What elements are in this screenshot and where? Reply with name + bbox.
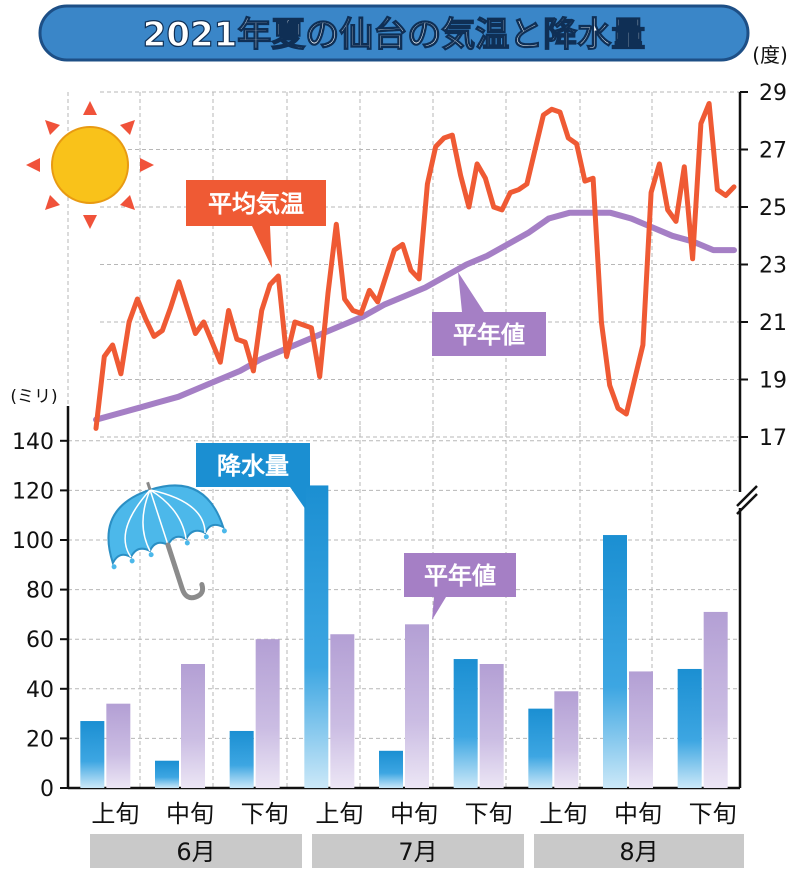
normal-precipitation-callout: 平年値 [404, 553, 516, 620]
precipitation-bar [304, 485, 329, 788]
sun-icon [26, 101, 154, 229]
decade-label: 上旬 [91, 800, 139, 828]
precipitation-tick-labels: 0 20 40 60 80 100 120 140 [12, 430, 68, 802]
month-band [534, 834, 744, 868]
month-label: 8月 [619, 838, 658, 866]
temperature-unit-label: (度) [752, 43, 788, 67]
umbrella-icon [107, 481, 227, 601]
month-band [90, 834, 302, 868]
decade-label: 中旬 [614, 800, 662, 828]
month-bands: 6月 7月 8月 [90, 834, 744, 868]
temperature-lines [93, 101, 737, 431]
normal-precipitation-bar [255, 639, 280, 788]
normal-temperature-label: 平年値 [453, 321, 525, 349]
decade-label: 下旬 [689, 800, 737, 828]
normal-precipitation-bar [554, 691, 579, 788]
precipitation-bar [677, 668, 702, 788]
temperature-tick-label: 23 [759, 254, 787, 279]
precipitation-bar [155, 760, 179, 788]
average-temperature-line [93, 101, 737, 431]
normal-precipitation-bar [479, 664, 504, 788]
precipitation-bar [80, 721, 105, 788]
temperature-series-callout: 平均気温 [186, 180, 326, 268]
precipitation-series-callout: 降水量 [196, 443, 310, 510]
normal-temperature-callout: 平年値 [432, 272, 546, 356]
decade-label: 中旬 [166, 800, 214, 828]
temperature-tick-label: 29 [759, 81, 787, 106]
month-band [312, 834, 524, 868]
temperature-tick-label: 19 [759, 369, 787, 394]
precipitation-tick-label: 60 [26, 628, 54, 653]
precipitation-grid [66, 406, 740, 790]
precipitation-bar [528, 708, 553, 788]
title-banner: 2021年夏の仙台の気温と降水量 [38, 4, 750, 62]
precipitation-tick-label: 40 [26, 678, 54, 703]
temperature-series-label: 平均気温 [208, 190, 304, 218]
temperature-tick-labels: 17 19 21 23 25 27 29 [740, 81, 787, 451]
decade-labels: 上旬 中旬 下旬 上旬 中旬 下旬 上旬 中旬 下旬 [91, 800, 736, 828]
normal-precipitation-bar [703, 611, 728, 788]
precipitation-unit-label: (ミリ) [10, 387, 57, 407]
precipitation-tick-label: 20 [26, 727, 54, 752]
temperature-tick-label: 27 [759, 139, 787, 164]
precipitation-bar [229, 730, 254, 788]
decade-label: 中旬 [390, 800, 438, 828]
normal-temperature-line [93, 209, 737, 423]
temperature-tick-label: 21 [759, 311, 787, 336]
precipitation-tick-label: 140 [12, 430, 54, 455]
precipitation-bar [603, 535, 627, 788]
normal-precipitation-label: 平年値 [424, 562, 496, 590]
precipitation-tick-label: 120 [12, 479, 54, 504]
decade-label: 下旬 [465, 800, 513, 828]
precipitation-bars [80, 485, 728, 788]
axis-break-mark [736, 485, 758, 515]
precipitation-series-label: 降水量 [217, 452, 289, 480]
precipitation-tick-label: 80 [26, 579, 54, 604]
normal-precipitation-bar [405, 624, 429, 788]
decade-label: 下旬 [241, 800, 289, 828]
precipitation-tick-label: 0 [40, 777, 54, 802]
decade-label: 上旬 [315, 800, 363, 828]
decade-label: 上旬 [539, 800, 587, 828]
precipitation-bar [453, 659, 478, 788]
month-label: 6月 [176, 838, 215, 866]
normal-precipitation-bar [330, 634, 355, 788]
normal-precipitation-bar [106, 703, 131, 788]
month-label: 7月 [398, 838, 437, 866]
normal-precipitation-bar [181, 664, 205, 788]
precipitation-tick-label: 100 [12, 529, 54, 554]
normal-precipitation-bar [629, 671, 653, 788]
temperature-tick-label: 25 [759, 196, 787, 221]
temperature-tick-label: 17 [759, 426, 787, 451]
chart-title: 2021年夏の仙台の気温と降水量 [143, 15, 646, 55]
precipitation-bar [379, 750, 403, 788]
